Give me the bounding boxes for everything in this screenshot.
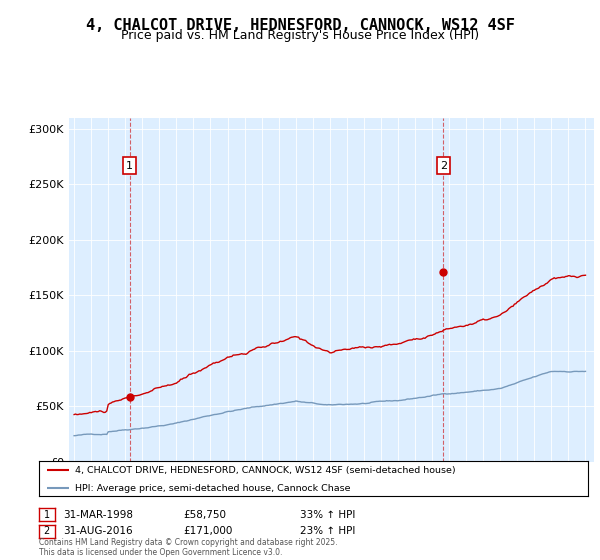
Text: 2: 2 bbox=[440, 161, 447, 171]
Text: Price paid vs. HM Land Registry's House Price Index (HPI): Price paid vs. HM Land Registry's House … bbox=[121, 29, 479, 42]
Text: 23% ↑ HPI: 23% ↑ HPI bbox=[300, 526, 355, 536]
Text: Contains HM Land Registry data © Crown copyright and database right 2025.
This d: Contains HM Land Registry data © Crown c… bbox=[39, 538, 337, 557]
Text: 1: 1 bbox=[44, 510, 50, 520]
Text: £171,000: £171,000 bbox=[183, 526, 232, 536]
Text: HPI: Average price, semi-detached house, Cannock Chase: HPI: Average price, semi-detached house,… bbox=[74, 484, 350, 493]
Text: 31-AUG-2016: 31-AUG-2016 bbox=[63, 526, 133, 536]
Text: 31-MAR-1998: 31-MAR-1998 bbox=[63, 510, 133, 520]
Text: 2: 2 bbox=[44, 526, 50, 536]
Text: 4, CHALCOT DRIVE, HEDNESFORD, CANNOCK, WS12 4SF: 4, CHALCOT DRIVE, HEDNESFORD, CANNOCK, W… bbox=[86, 18, 514, 33]
Text: 4, CHALCOT DRIVE, HEDNESFORD, CANNOCK, WS12 4SF (semi-detached house): 4, CHALCOT DRIVE, HEDNESFORD, CANNOCK, W… bbox=[74, 466, 455, 475]
Text: £58,750: £58,750 bbox=[183, 510, 226, 520]
Text: 1: 1 bbox=[126, 161, 133, 171]
Text: 33% ↑ HPI: 33% ↑ HPI bbox=[300, 510, 355, 520]
